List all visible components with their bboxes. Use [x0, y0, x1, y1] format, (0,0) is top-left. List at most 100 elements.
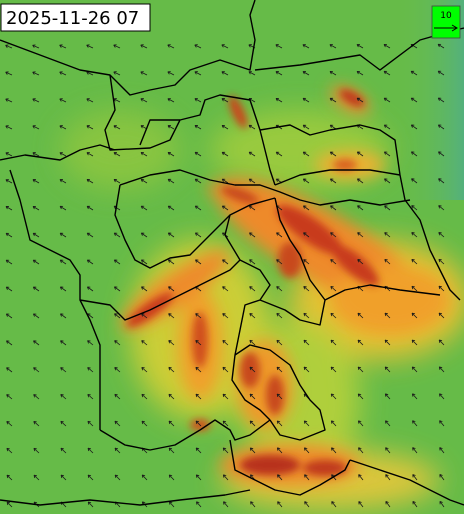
wind-arrow	[32, 152, 40, 157]
wind-arrow	[168, 366, 175, 373]
timestamp-background	[0, 3, 151, 32]
wind-arrow	[87, 393, 94, 400]
wind-arrow	[32, 71, 40, 76]
wind-arrow	[195, 340, 202, 346]
wind-arrow	[32, 205, 40, 211]
wind-arrow	[6, 394, 13, 400]
wind-arrow	[222, 447, 229, 454]
wind-arrow	[60, 474, 67, 481]
wind-arrow	[194, 178, 202, 184]
wind-arrow	[222, 474, 229, 481]
wind-arrow	[222, 259, 229, 265]
wind-arrow	[329, 151, 337, 157]
wind-arrow	[357, 232, 364, 238]
wind-arrow	[276, 232, 283, 238]
wind-arrow	[330, 285, 337, 292]
wind-arrow	[330, 339, 337, 346]
wind-arrow	[276, 420, 283, 427]
wind-arrow	[439, 393, 445, 400]
wind-arrow	[302, 178, 310, 184]
wind-arrow	[411, 366, 418, 373]
wind-arrow	[5, 313, 13, 319]
wind-arrow	[114, 286, 121, 292]
wind-arrow	[276, 366, 283, 373]
wind-arrow	[60, 420, 67, 427]
wind-arrow	[303, 259, 310, 265]
wind-arrow	[141, 420, 148, 427]
wind-arrow	[86, 152, 94, 157]
wind-arrow	[60, 447, 67, 454]
wind-arrow	[412, 500, 418, 508]
wind-arrow	[141, 366, 148, 373]
wind-arrow	[357, 393, 364, 400]
wind-arrow	[221, 98, 229, 103]
wind-arrow	[439, 447, 445, 454]
wind-arrow	[222, 286, 229, 292]
wind-arrow	[59, 259, 67, 265]
arrows	[5, 43, 445, 508]
wind-arrow	[33, 447, 40, 454]
wind-arrow	[221, 71, 229, 76]
wind-arrow	[6, 501, 13, 508]
wind-arrow	[5, 179, 13, 184]
wind-arrow	[168, 420, 175, 427]
wind-arrow	[249, 393, 256, 400]
wind-arrow	[275, 71, 283, 76]
wind-arrow	[249, 313, 256, 319]
wind-arrow	[33, 394, 40, 400]
wind-arrow	[33, 367, 40, 373]
wind-arrow	[303, 420, 310, 427]
wind-arrow	[438, 258, 445, 265]
speed-field	[60, 86, 464, 510]
wind-arrow	[5, 232, 13, 238]
wind-arrow	[411, 178, 418, 184]
wind-arrow	[357, 312, 364, 319]
wind-arrow	[357, 366, 364, 373]
wind-arrow	[59, 152, 67, 157]
wind-arrow	[32, 313, 40, 319]
wind-arrow	[411, 205, 418, 211]
wind-arrow	[167, 125, 175, 130]
wind-arrow	[167, 205, 175, 211]
wind-arrow	[303, 447, 310, 454]
wind-arrow	[275, 151, 283, 157]
wind-arrow	[358, 501, 364, 508]
wind-arrow	[411, 151, 418, 157]
wind-arrow	[87, 447, 94, 454]
wind-arrow	[276, 286, 283, 292]
wind-arrow	[222, 313, 229, 319]
wind-arrow	[59, 98, 67, 103]
wind-arrow	[277, 474, 283, 481]
wind-arrow	[222, 393, 229, 400]
wind-arrow	[141, 286, 148, 292]
wind-arrow	[59, 125, 67, 130]
wind-arrow	[437, 97, 445, 103]
wind-arrow	[248, 205, 256, 211]
wind-arrow	[113, 232, 121, 238]
wind-arrow	[5, 286, 13, 292]
wind-arrow	[438, 339, 445, 346]
wind-arrow	[248, 124, 256, 130]
wind-arrow	[249, 232, 256, 238]
wind-arrow	[303, 286, 310, 292]
wind-arrow	[385, 447, 391, 454]
wind-arrow	[87, 474, 94, 481]
wind-arrow	[384, 339, 391, 346]
wind-arrow	[5, 98, 13, 103]
wind-arrow	[438, 232, 445, 238]
wind-arrow	[384, 258, 391, 265]
wind-arrow	[32, 98, 40, 103]
wind-arrow	[168, 393, 175, 400]
wind-arrow	[86, 98, 94, 103]
wind-arrow	[59, 179, 67, 184]
wind-arrow	[276, 339, 283, 346]
wind-arrow	[32, 44, 40, 49]
wind-arrow	[86, 259, 94, 265]
wind-arrow	[195, 313, 202, 319]
wind-arrow	[221, 205, 229, 211]
wind-arrow	[168, 286, 175, 292]
wind-arrow	[5, 152, 13, 157]
wind-arrow	[383, 151, 391, 157]
wind-arrow	[168, 340, 175, 346]
